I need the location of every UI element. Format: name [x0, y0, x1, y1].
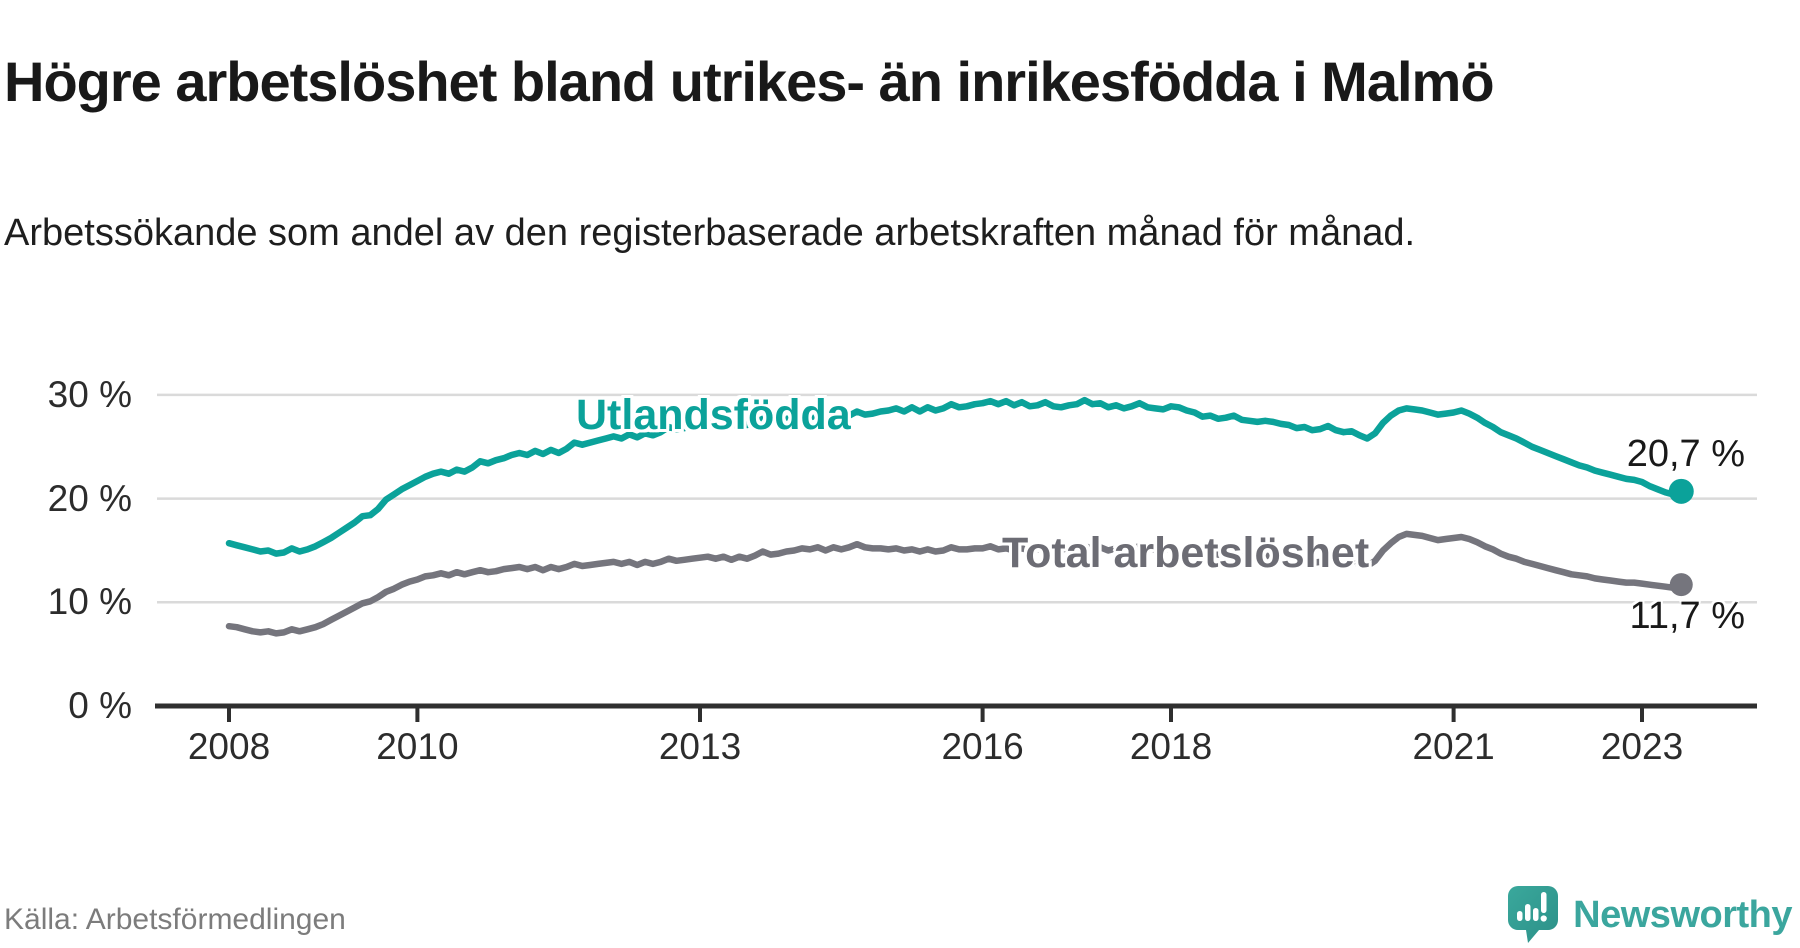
exclamation-dot [1540, 915, 1547, 922]
bar-1 [1517, 911, 1523, 921]
x-tick-label-2013: 2013 [658, 726, 742, 767]
page-subtitle: Arbetssökande som andel av den registerb… [4, 212, 1416, 254]
x-tick-label-2023: 2023 [1600, 726, 1684, 767]
x-tick-label-2016: 2016 [941, 726, 1024, 767]
series-line-1 [225, 530, 1685, 637]
y-tick-label-20: 20 % [47, 477, 132, 519]
y-tick-label-10: 10 % [47, 581, 132, 623]
series-line-0 [225, 396, 1685, 557]
source-note: Källa: Arbetsförmedlingen [4, 903, 346, 936]
series-label-total-arbetsloshet: Total arbetslöshet [1002, 529, 1370, 577]
end-value-utlandsfodda: 20,7 % [1626, 433, 1745, 475]
x-tick-label-2010: 2010 [376, 726, 459, 767]
series-end-dot-0 [1668, 478, 1694, 504]
y-tick-label-0: 0 % [68, 685, 132, 726]
x-tick-label-2018: 2018 [1129, 726, 1213, 767]
series-label-utlandsfodda: Utlandsfödda [576, 391, 851, 439]
exclamation-bar [1541, 892, 1547, 913]
page-title: Högre arbetslöshet bland utrikes- än inr… [4, 49, 1495, 113]
newsworthy-logo-icon [1508, 886, 1559, 943]
series-end-dot-1 [1669, 573, 1693, 597]
newsworthy-logo-text: Newsworthy [1573, 894, 1792, 936]
end-value-total-arbetsloshet: 11,7 % [1629, 595, 1745, 637]
bar-3 [1533, 908, 1539, 921]
bar-2 [1525, 904, 1531, 921]
y-tick-label-30: 30 % [47, 373, 132, 415]
newsworthy-logo: Newsworthy [1507, 885, 1792, 945]
x-tick-label-2021: 2021 [1412, 726, 1495, 767]
x-tick-label-2008: 2008 [187, 726, 271, 767]
